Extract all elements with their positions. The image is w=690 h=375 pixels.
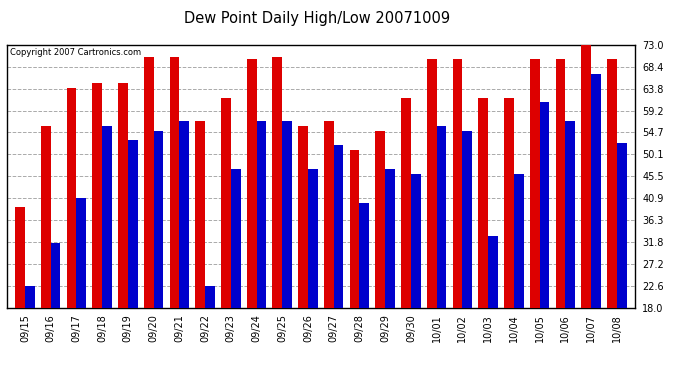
Bar: [144, 57, 154, 308]
Bar: [25, 286, 34, 308]
Bar: [401, 98, 411, 308]
Bar: [478, 98, 488, 308]
Bar: [375, 131, 385, 308]
Bar: [359, 202, 369, 308]
Bar: [308, 169, 318, 308]
Bar: [92, 83, 102, 308]
Bar: [617, 143, 627, 308]
Bar: [591, 74, 601, 308]
Bar: [530, 59, 540, 308]
Bar: [385, 169, 395, 308]
Text: Dew Point Daily High/Low 20071009: Dew Point Daily High/Low 20071009: [184, 11, 451, 26]
Bar: [77, 198, 86, 308]
Bar: [453, 59, 462, 308]
Bar: [273, 57, 282, 308]
Bar: [282, 122, 292, 308]
Bar: [67, 88, 77, 308]
Bar: [128, 141, 137, 308]
Bar: [179, 122, 189, 308]
Bar: [230, 169, 241, 308]
Bar: [462, 131, 472, 308]
Bar: [488, 236, 498, 308]
Bar: [350, 150, 359, 308]
Bar: [607, 59, 617, 308]
Bar: [154, 131, 164, 308]
Bar: [565, 122, 575, 308]
Bar: [334, 145, 344, 308]
Text: Copyright 2007 Cartronics.com: Copyright 2007 Cartronics.com: [10, 48, 141, 57]
Bar: [555, 59, 565, 308]
Bar: [50, 243, 61, 308]
Bar: [504, 98, 514, 308]
Bar: [298, 126, 308, 308]
Bar: [257, 122, 266, 308]
Bar: [221, 98, 230, 308]
Bar: [102, 126, 112, 308]
Bar: [540, 102, 549, 308]
Bar: [514, 174, 524, 308]
Bar: [411, 174, 421, 308]
Bar: [170, 57, 179, 308]
Bar: [195, 122, 205, 308]
Bar: [247, 59, 257, 308]
Bar: [118, 83, 128, 308]
Bar: [427, 59, 437, 308]
Bar: [437, 126, 446, 308]
Bar: [41, 126, 50, 308]
Bar: [205, 286, 215, 308]
Bar: [324, 122, 334, 308]
Bar: [581, 45, 591, 308]
Bar: [15, 207, 25, 308]
